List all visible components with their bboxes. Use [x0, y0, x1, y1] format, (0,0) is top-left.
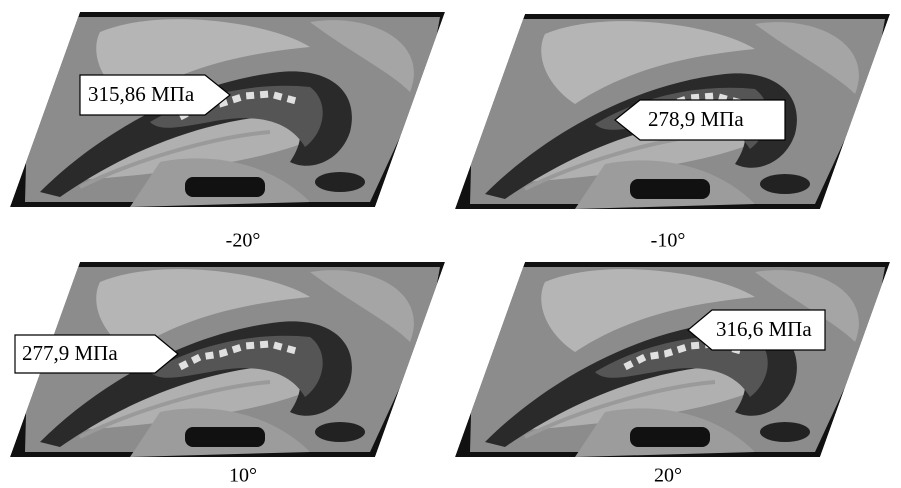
callout-label: 277,9 МПа: [22, 341, 118, 365]
callout-label: 316,6 МПа: [716, 317, 812, 341]
caption: 10°: [229, 465, 257, 487]
caption: 20°: [654, 465, 682, 487]
caption: -10°: [651, 230, 686, 252]
contour-plot: [10, 12, 445, 207]
callout-label: 315,86 МПа: [88, 82, 195, 106]
figure: 315,86 МПа 278,9 МПа 277,9 МПа 316,6 МПа…: [0, 0, 901, 488]
caption: -20°: [226, 230, 261, 252]
contour-plot: [455, 262, 890, 457]
callout-label: 278,9 МПа: [648, 107, 744, 131]
